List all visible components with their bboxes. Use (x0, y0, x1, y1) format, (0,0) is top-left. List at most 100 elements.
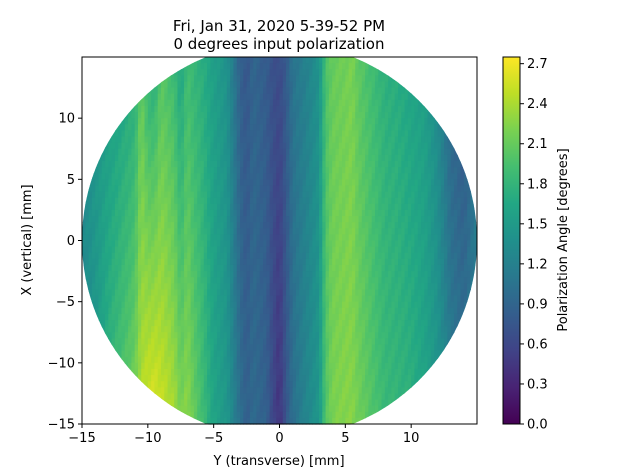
heatmap-cell (381, 75, 386, 83)
heatmap-cell (124, 75, 129, 83)
heatmap-cell (305, 81, 310, 89)
heatmap-cell (95, 295, 100, 303)
heatmap-cell (180, 216, 185, 223)
heatmap-cell (203, 118, 208, 125)
heatmap-cell (82, 228, 86, 235)
heatmap-cell (338, 209, 343, 217)
heatmap-cell (417, 75, 422, 83)
heatmap-cell (144, 160, 149, 168)
heatmap-cell (388, 105, 393, 113)
heatmap-cell (276, 81, 281, 89)
heatmap-cell (342, 203, 346, 211)
heatmap-cell (440, 185, 445, 193)
heatmap-cell (457, 57, 462, 64)
heatmap-cell (105, 112, 109, 119)
heatmap-cell (226, 179, 231, 187)
heatmap-cell (269, 264, 274, 272)
heatmap-cell (453, 191, 458, 199)
heatmap-cell (282, 105, 287, 113)
heatmap-cell (226, 264, 231, 272)
heatmap-cell (216, 216, 221, 223)
heatmap-cell (272, 301, 277, 309)
heatmap-cell (444, 283, 448, 291)
heatmap-cell (128, 283, 132, 291)
heatmap-cell (157, 81, 162, 89)
heatmap-cell (440, 252, 445, 260)
heatmap-cell (450, 167, 455, 174)
heatmap-cell (177, 173, 182, 180)
heatmap-cell (388, 185, 393, 193)
heatmap-cell (342, 216, 346, 223)
heatmap-cell (197, 301, 202, 309)
heatmap-cell (302, 283, 307, 291)
heatmap-cell (391, 112, 396, 119)
heatmap-cell (407, 167, 412, 174)
heatmap-cell (312, 295, 317, 303)
heatmap-cell (348, 142, 353, 150)
heatmap-cell (236, 234, 241, 242)
heatmap-cell (374, 191, 379, 199)
heatmap-cell (269, 277, 274, 284)
heatmap-cell (332, 93, 337, 101)
heatmap-cell (147, 209, 152, 217)
heatmap-cell (111, 148, 116, 156)
heatmap-cell (95, 209, 100, 217)
heatmap-cell (161, 258, 165, 266)
heatmap-cell (88, 240, 93, 248)
heatmap-cell (259, 240, 264, 248)
heatmap-cell (98, 173, 103, 180)
heatmap-cell (154, 246, 159, 254)
heatmap-cell (378, 216, 383, 223)
heatmap-cell (427, 173, 432, 180)
heatmap-cell (161, 185, 165, 193)
heatmap-cell (118, 69, 123, 76)
heatmap-cell (246, 252, 251, 260)
heatmap-cell (207, 185, 211, 193)
heatmap-cell (144, 112, 149, 119)
heatmap-cell (312, 283, 317, 291)
heatmap-cell (226, 301, 231, 309)
heatmap-cell (371, 124, 376, 131)
heatmap-cell (361, 246, 366, 254)
heatmap-cell (295, 289, 300, 297)
heatmap-cell (137, 63, 142, 70)
heatmap-cell (161, 246, 165, 254)
heatmap-cell (253, 118, 258, 125)
heatmap-cell (391, 99, 396, 107)
heatmap-cell (305, 197, 310, 205)
heatmap-cell (365, 197, 369, 205)
heatmap-cell (233, 154, 238, 162)
heatmap-cell (470, 130, 475, 138)
heatmap-cell (453, 240, 458, 248)
heatmap-cell (226, 136, 231, 144)
heatmap-cell (98, 301, 103, 309)
heatmap-cell (147, 173, 152, 180)
heatmap-cell (315, 118, 320, 125)
heatmap-cell (467, 216, 472, 223)
heatmap-cell (131, 105, 136, 113)
heatmap-cell (391, 154, 396, 162)
heatmap-cell (177, 57, 182, 64)
heatmap-cell (434, 246, 439, 254)
heatmap-cell (207, 228, 211, 235)
heatmap-cell (335, 167, 340, 174)
heatmap-cell (388, 160, 393, 168)
heatmap-cell (286, 246, 290, 254)
heatmap-cell (180, 191, 185, 199)
heatmap-cell (378, 252, 383, 260)
heatmap-cell (263, 289, 267, 297)
heatmap-cell (335, 63, 340, 70)
heatmap-cell (368, 228, 373, 235)
heatmap-cell (101, 57, 106, 64)
heatmap-cell (207, 222, 211, 229)
heatmap-cell (427, 179, 432, 187)
heatmap-cell (85, 209, 90, 217)
heatmap-cell (85, 57, 90, 64)
heatmap-cell (460, 130, 465, 138)
heatmap-cell (371, 118, 376, 125)
heatmap-cell (335, 271, 340, 278)
heatmap-cell (338, 234, 343, 242)
heatmap-cell (174, 130, 179, 138)
heatmap-cell (299, 130, 304, 138)
heatmap-cell (220, 118, 225, 125)
